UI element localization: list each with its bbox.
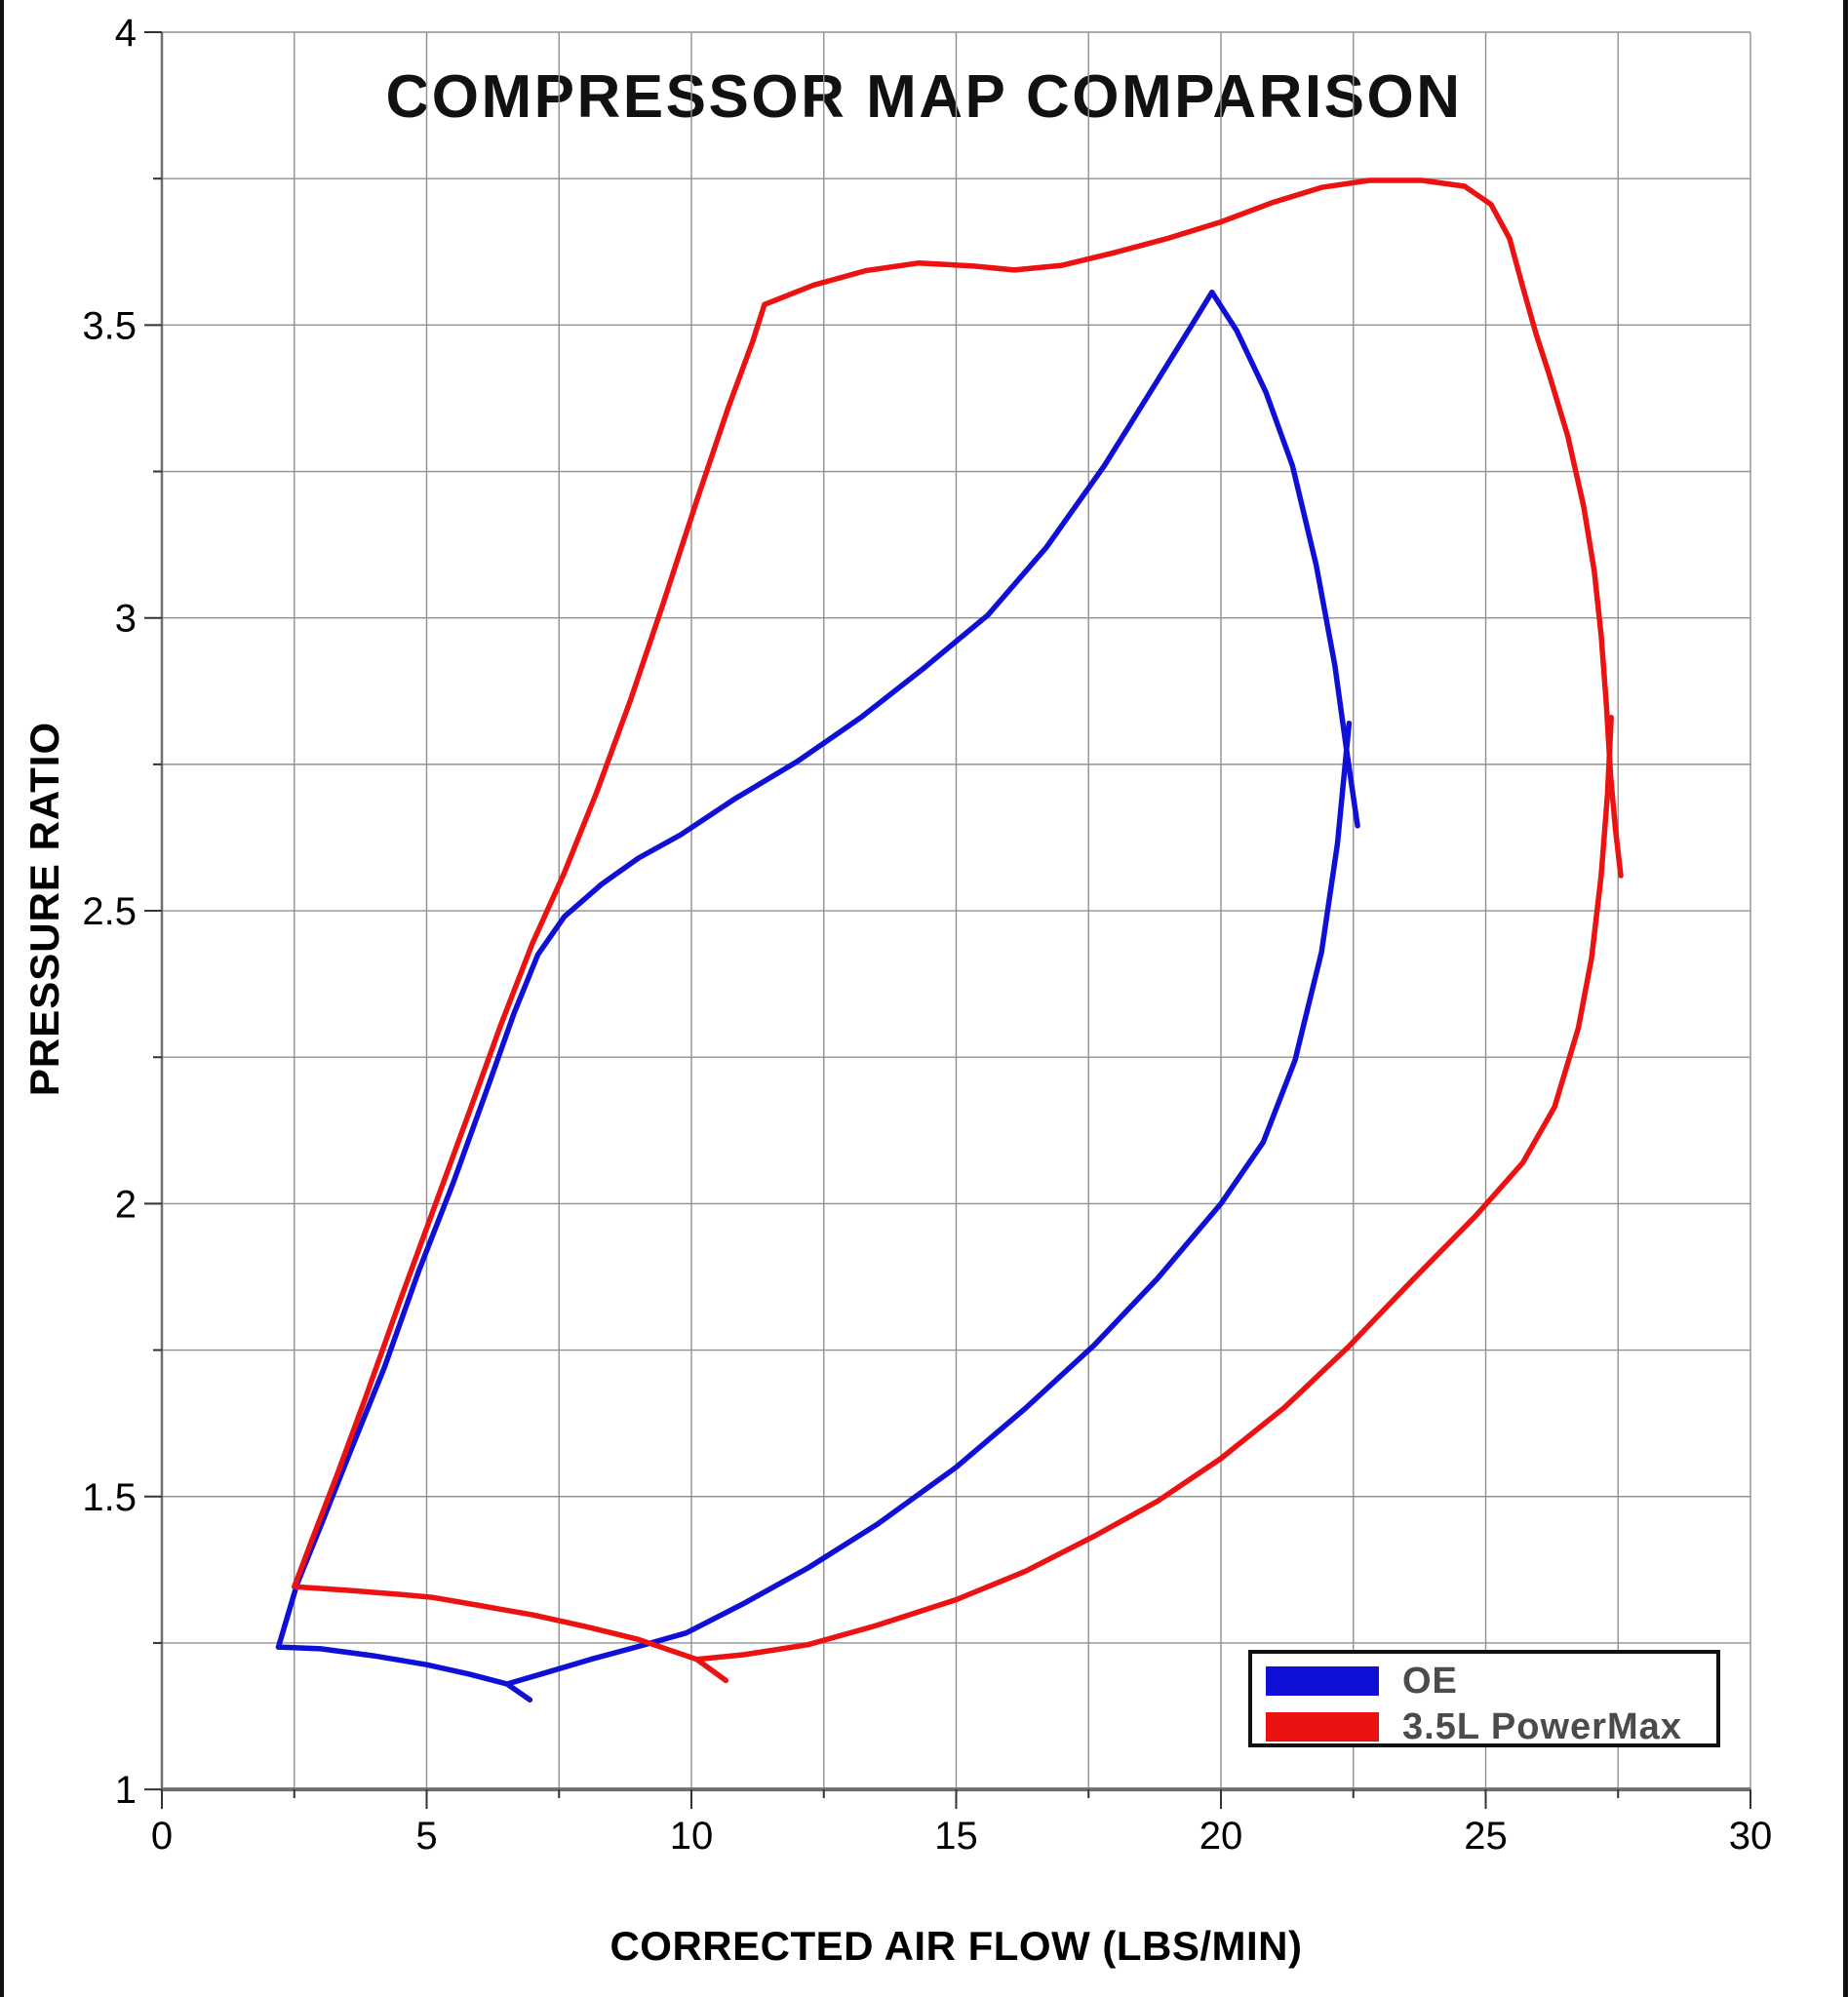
oe-legend-label: OE — [1402, 1660, 1458, 1702]
y-tick-label: 2 — [115, 1183, 137, 1226]
y-tick-label: 4 — [115, 12, 137, 55]
x-tick-label: 20 — [1199, 1815, 1243, 1858]
oe-line-swatch — [1266, 1666, 1379, 1696]
oe-curve — [275, 721, 1353, 1687]
powermax-legend-label: 3.5L PowerMax — [1402, 1705, 1682, 1747]
right-frame-line — [1843, 0, 1848, 1997]
y-tick-label: 2.5 — [82, 890, 137, 933]
powermax-curve — [292, 715, 1614, 1663]
y-tick-label: 3.5 — [82, 304, 137, 347]
x-tick-label: 15 — [934, 1815, 978, 1858]
powermax-curve — [693, 1656, 729, 1684]
x-tick-label: 0 — [151, 1815, 173, 1858]
x-axis-title: CORRECTED AIR FLOW (LBS/MIN) — [609, 1923, 1303, 1969]
y-tick-label: 3 — [115, 598, 137, 641]
x-tick-label: 25 — [1464, 1815, 1508, 1858]
chart-title: COMPRESSOR MAP COMPARISON — [385, 63, 1463, 131]
powermax-curve — [292, 177, 1624, 1590]
legend-item-oe: OE — [1252, 1660, 1716, 1702]
x-tick-label: 5 — [415, 1815, 437, 1858]
legend: OE 3.5L PowerMax — [1248, 1650, 1720, 1747]
x-tick-label: 30 — [1729, 1815, 1773, 1858]
oe-curve — [275, 289, 1360, 1650]
legend-item-powermax: 3.5L PowerMax — [1252, 1705, 1716, 1747]
x-tick-label: 10 — [670, 1815, 714, 1858]
oe-curve — [504, 1681, 533, 1703]
y-tick-label: 1.5 — [82, 1476, 137, 1519]
left-frame-line — [0, 0, 4, 1997]
y-tick-label: 1 — [115, 1769, 137, 1812]
powermax-line-swatch — [1266, 1712, 1379, 1742]
